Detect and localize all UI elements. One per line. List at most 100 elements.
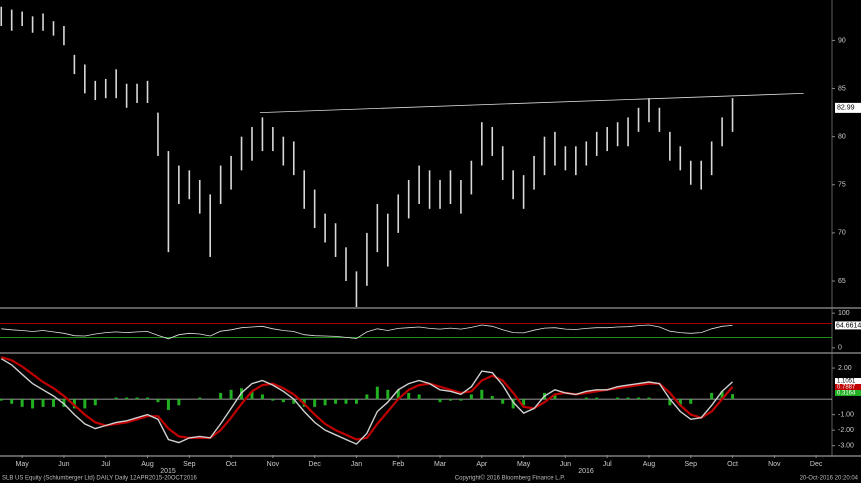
histogram-bar (0, 399, 3, 401)
footer-left: SLB US Equity (Schlumberger Ltd) DAILY D… (2, 476, 198, 482)
histogram-bar (417, 394, 421, 400)
histogram-bar (125, 397, 129, 400)
histogram-bar (229, 389, 233, 400)
x-tick-label: Sep (685, 461, 698, 468)
histogram-bar (31, 399, 35, 409)
histogram-bar (10, 399, 14, 404)
y-tick-label: 0 (838, 345, 842, 352)
x-tick-label: Mar (434, 461, 447, 468)
histogram-bar (731, 394, 735, 400)
macd-last-label: 1.1051 (837, 379, 856, 385)
x-tick-label: Feb (392, 461, 404, 468)
histogram-bar (166, 399, 170, 410)
histogram-bar (198, 397, 202, 400)
histogram-bar (271, 399, 275, 401)
y-tick-label: 80 (838, 134, 846, 141)
histogram-bar (522, 399, 526, 406)
histogram-bar (365, 394, 369, 400)
macd-last-label: 0.3164 (837, 391, 856, 397)
x-tick-label: Dec (308, 461, 321, 468)
last-price-box (835, 102, 861, 113)
x-tick-label: Dec (810, 461, 823, 468)
histogram-bar (375, 386, 379, 400)
histogram-bar (720, 391, 724, 400)
y-tick-label: 2.00 (838, 365, 852, 372)
x-tick-label: Jul (101, 461, 110, 468)
y-tick-label: 70 (838, 230, 846, 237)
histogram-bar (407, 392, 411, 400)
y-tick-label: 100 (838, 310, 850, 317)
x-tick-label: Jul (603, 461, 612, 468)
histogram-bar (480, 389, 484, 400)
histogram-bar (678, 399, 682, 406)
x-tick-label: Oct (727, 461, 738, 468)
macd-last-box (835, 390, 861, 396)
histogram-bar (135, 397, 139, 400)
y-tick-label: 90 (838, 37, 846, 44)
histogram-bar (689, 399, 693, 404)
histogram-bar (626, 397, 630, 400)
histogram-bar (637, 397, 641, 400)
x-tick-label: Aug (643, 461, 656, 468)
footer-right: 20-Oct-2016 20:20:04 (800, 476, 859, 482)
histogram-bar (146, 397, 150, 400)
last-price-label: 82.99 (837, 105, 855, 112)
x-tick-label: Jun (560, 461, 571, 468)
y-tick-label: 65 (838, 278, 846, 285)
histogram-bar (292, 399, 296, 404)
histogram-bar (553, 394, 557, 400)
histogram-bar (668, 399, 672, 406)
macd-line (0, 358, 733, 445)
histogram-bar (51, 399, 55, 407)
histogram-bar (93, 399, 97, 406)
histogram-bar (323, 399, 327, 406)
histogram-bar (584, 397, 588, 400)
histogram-bar (41, 399, 45, 407)
x-tick-label: Apr (476, 461, 488, 468)
histogram-bar (260, 394, 264, 400)
histogram-bar (710, 392, 714, 400)
histogram-bar (501, 399, 505, 404)
y-tick-label: -3.00 (838, 443, 854, 450)
x-tick-label: May (517, 461, 531, 468)
histogram-bar (386, 389, 390, 400)
histogram-bar (448, 399, 452, 401)
year-label: 2016 (578, 468, 594, 475)
histogram-bar (459, 399, 463, 401)
histogram-bar (313, 399, 317, 407)
y-tick-label: -1.00 (838, 411, 854, 418)
rsi-last-label: 64.6614 (836, 322, 861, 329)
x-tick-label: Jun (58, 461, 69, 468)
histogram-bar (438, 399, 442, 403)
histogram-bar (83, 399, 87, 409)
x-tick-label: Jan (351, 461, 362, 468)
histogram-bar (20, 399, 24, 407)
histogram-bar (396, 389, 400, 400)
x-tick-label: Oct (226, 461, 237, 468)
histogram-bar (647, 397, 651, 400)
histogram-bar (281, 399, 285, 403)
rsi-line (1, 324, 733, 340)
histogram-bar (344, 399, 348, 404)
x-tick-label: Aug (141, 461, 154, 468)
histogram-bar (177, 399, 181, 406)
x-tick-label: Nov (768, 461, 781, 468)
histogram-bar (354, 399, 358, 404)
histogram-bar (490, 395, 494, 400)
macd-last-label: 0.7887 (837, 385, 856, 391)
histogram-bar (72, 399, 76, 409)
year-label: 2015 (160, 468, 176, 475)
histogram-bar (334, 399, 338, 404)
histogram-bar (156, 399, 160, 403)
y-tick-label: 75 (838, 182, 846, 189)
rsi-last-box (835, 321, 861, 330)
x-tick-label: Nov (267, 461, 280, 468)
histogram-bar (595, 397, 599, 400)
macd-last-box (835, 378, 861, 384)
histogram-bar (114, 397, 118, 400)
histogram-bar (511, 399, 515, 409)
histogram-bar (219, 392, 223, 400)
y-tick-label: 85 (838, 85, 846, 92)
histogram-bar (616, 397, 620, 400)
